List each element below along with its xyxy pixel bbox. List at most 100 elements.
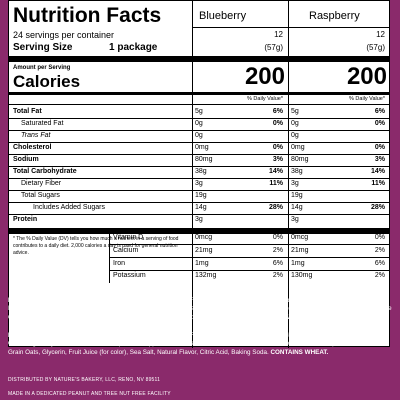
rule	[9, 104, 389, 105]
raspberry-amount: 0mg	[291, 144, 305, 151]
blueberry-amount: 14g	[195, 204, 207, 211]
raspberry-dv: 3%	[374, 156, 385, 163]
raspberry-dv: 11%	[371, 180, 385, 187]
raspberry-amount: 0g	[291, 120, 299, 127]
column-divider-1	[192, 1, 193, 348]
blueberry-amount: 3g	[195, 216, 203, 223]
blueberry-ingredients-title: BLUEBERRY INGREDIENTS:	[8, 297, 94, 304]
blueberry-dv: 14%	[268, 168, 283, 175]
blueberry-dv: 3%	[272, 156, 283, 163]
raspberry-amount: 14g	[291, 204, 303, 211]
raspberry-calories: 200	[346, 63, 387, 90]
raspberry-amount: 38g	[291, 168, 303, 175]
nutrient-label: Cholesterol	[13, 144, 52, 151]
row-rule	[9, 118, 389, 119]
column-header-raspberry: Raspberry	[309, 10, 360, 22]
nutrient-label: Trans Fat	[21, 132, 51, 139]
row-rule	[9, 130, 389, 131]
raspberry-amount: 5g	[291, 108, 299, 115]
raspberry-amount: 3g	[291, 180, 299, 187]
facility-statement: MADE IN A DEDICATED PEANUT AND TREE NUT …	[8, 391, 171, 397]
thick-rule-1	[9, 56, 389, 62]
blueberry-vitamin-dv: 6%	[272, 260, 283, 267]
raspberry-vitamin-dv: 2%	[374, 272, 385, 279]
raspberry-vitamin-amount: 21mg	[291, 247, 309, 254]
blueberry-amount: 38g	[195, 168, 207, 175]
raspberry-vitamin-dv: 2%	[374, 247, 385, 254]
raspberry-ingredients: RASPBERRY INGREDIENTS: Whole Wheat Flour…	[8, 332, 392, 357]
blueberry-amount: 0g	[195, 120, 203, 127]
amount-per-serving: Amount per Serving	[13, 65, 71, 71]
blueberry-vitamin-amount: 132mg	[195, 272, 217, 279]
nutrient-label: Dietary Fiber	[21, 180, 62, 187]
blueberry-dv: 0%	[272, 144, 283, 151]
serving-size-label: Serving Size	[13, 42, 73, 53]
blueberry-vitamin-dv: 2%	[272, 247, 283, 254]
raspberry-dv-header: % Daily Value*	[349, 96, 385, 102]
blueberry-vitamin-amount: 21mg	[195, 247, 213, 254]
nutrient-label: Total Fat	[13, 108, 42, 115]
servings-per-container: 24 servings per container	[13, 30, 115, 40]
row-rule	[9, 154, 389, 155]
row-rule	[9, 166, 389, 167]
nutrient-label: Includes Added Sugars	[33, 204, 105, 211]
blueberry-amount: 80mg	[195, 156, 213, 163]
raspberry-amount: 80mg	[291, 156, 309, 163]
blueberry-amount: 5g	[195, 108, 203, 115]
blueberry-amount: 0g	[195, 132, 203, 139]
raspberry-amount: 19g	[291, 192, 303, 199]
vitamin-label: Calcium	[113, 247, 139, 254]
blueberry-dv: 11%	[269, 180, 283, 187]
vitamin-rule	[109, 257, 389, 258]
raspberry-vitamin-amount: 1mg	[291, 260, 305, 267]
raspberry-dv: 0%	[374, 144, 385, 151]
vitamin-rule	[109, 244, 389, 245]
nutrition-facts-panel: Nutrition Facts Blueberry Raspberry 24 s…	[8, 0, 390, 348]
raspberry-vitamin-amount: 0mcg	[291, 234, 309, 241]
row-rule	[9, 178, 389, 179]
blueberry-dv-header: % Daily Value*	[247, 96, 283, 102]
raspberry-ingredients-title: RASPBERRY INGREDIENTS:	[8, 332, 95, 339]
serving-size-value: 1 package	[109, 42, 158, 53]
raspberry-vitamin-amount: 130mg	[291, 272, 313, 279]
row-rule	[9, 202, 389, 203]
nutrient-label: Protein	[13, 216, 38, 223]
blueberry-vitamin-amount: 1mg	[195, 260, 209, 267]
thick-rule-2	[9, 228, 389, 234]
raspberry-vitamin-dv: 6%	[374, 260, 385, 267]
column-divider-2	[288, 1, 289, 348]
calories-label: Calories	[13, 72, 81, 91]
blueberry-amount: 0mg	[195, 144, 209, 151]
blueberry-ingredients-text: Whole Wheat Flour, Cane Sugar, Fig Paste…	[8, 297, 392, 321]
vitamin-label: Vitamin D	[113, 234, 144, 241]
blueberry-vitamin-dv: 0%	[272, 234, 283, 241]
footnote: * The % Daily Value (DV) tells you how m…	[13, 236, 179, 256]
blueberry-serving-size: (57g)	[264, 43, 283, 52]
row-rule	[9, 190, 389, 191]
blueberry-amount: 19g	[195, 192, 207, 199]
vitamin-divider	[109, 231, 110, 283]
raspberry-servings: 12	[376, 30, 385, 39]
row-rule	[9, 142, 389, 143]
nutrient-label: Total Sugars	[21, 192, 60, 199]
vitamin-rule	[109, 270, 389, 271]
column-header-blueberry: Blueberry	[199, 10, 247, 22]
raspberry-dv: 6%	[374, 108, 385, 115]
raspberry-serving-size: (57g)	[366, 43, 385, 52]
blueberry-dv: 6%	[272, 108, 283, 115]
nutrient-label: Total Carbohydrate	[13, 168, 77, 175]
blueberry-dv: 28%	[268, 204, 283, 211]
row-rule	[9, 214, 389, 215]
blueberry-vitamin-dv: 2%	[272, 272, 283, 279]
raspberry-amount: 0g	[291, 132, 299, 139]
header-rule	[192, 27, 390, 28]
panel-title: Nutrition Facts	[13, 4, 162, 27]
raspberry-dv: 0%	[374, 120, 385, 127]
nutrient-label: Saturated Fat	[21, 120, 64, 127]
vitamin-label: Iron	[113, 260, 126, 267]
blueberry-dv: 0%	[272, 120, 283, 127]
raspberry-ingredients-text: Whole Wheat Flour, Cane Sugar, Fig Paste…	[8, 332, 389, 356]
raspberry-dv: 28%	[370, 204, 385, 211]
blueberry-contains: CONTAINS WHEAT.	[270, 313, 329, 321]
blueberry-ingredients: BLUEBERRY INGREDIENTS: Whole Wheat Flour…	[8, 297, 392, 322]
